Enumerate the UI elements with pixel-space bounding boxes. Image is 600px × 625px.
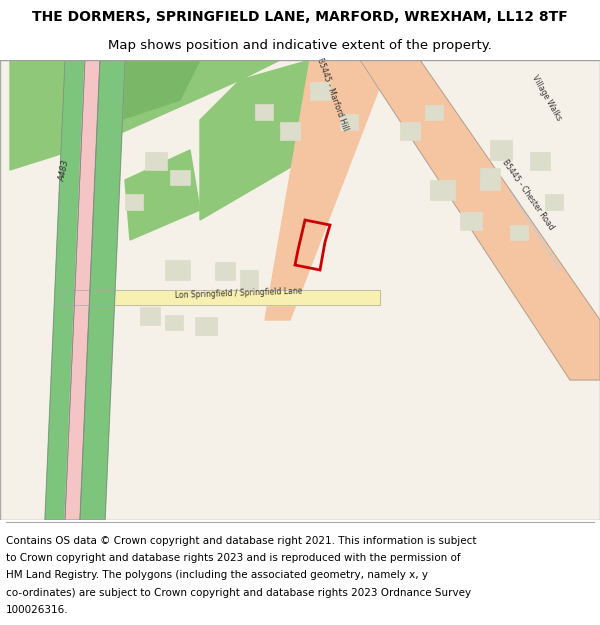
Bar [340,114,358,130]
Bar [170,170,190,185]
Text: Village Walks: Village Walks [530,73,563,122]
Bar [215,262,235,280]
Bar [510,225,528,240]
Text: Lon Springfield / Springfield Lane: Lon Springfield / Springfield Lane [175,286,303,300]
Polygon shape [360,60,600,380]
Bar [165,260,190,280]
Text: to Crown copyright and database rights 2023 and is reproduced with the permissio: to Crown copyright and database rights 2… [6,553,461,563]
Polygon shape [105,60,280,140]
Polygon shape [10,60,200,170]
Text: Map shows position and indicative extent of the property.: Map shows position and indicative extent… [108,39,492,51]
Polygon shape [200,60,320,220]
Bar [145,152,167,170]
Polygon shape [65,60,100,520]
Polygon shape [125,150,200,240]
Text: HM Land Registry. The polygons (including the associated geometry, namely x, y: HM Land Registry. The polygons (includin… [6,571,428,581]
Bar [490,140,512,160]
Bar [310,82,330,100]
Bar [140,307,160,325]
Polygon shape [45,60,85,520]
Bar [255,104,273,120]
Text: A483: A483 [58,159,71,182]
Bar [240,270,258,290]
Bar [460,212,482,230]
Bar [400,122,420,140]
Text: co-ordinates) are subject to Crown copyright and database rights 2023 Ordnance S: co-ordinates) are subject to Crown copyr… [6,588,471,598]
Text: Contains OS data © Crown copyright and database right 2021. This information is : Contains OS data © Crown copyright and d… [6,536,476,546]
Bar [530,152,550,170]
Polygon shape [80,60,125,520]
Bar [280,122,300,140]
Text: THE DORMERS, SPRINGFIELD LANE, MARFORD, WREXHAM, LL12 8TF: THE DORMERS, SPRINGFIELD LANE, MARFORD, … [32,10,568,24]
Text: B5445 - Marford Hill: B5445 - Marford Hill [315,57,350,132]
Bar [425,105,443,120]
Polygon shape [60,290,380,305]
Text: B5445 - Chester Road: B5445 - Chester Road [500,159,555,232]
Bar [165,315,183,330]
Bar [430,180,455,200]
Bar [545,194,563,210]
Text: 100026316.: 100026316. [6,605,68,615]
Bar [480,168,500,190]
Bar [125,194,143,210]
Polygon shape [265,60,390,320]
Polygon shape [105,60,200,120]
Bar [195,317,217,335]
